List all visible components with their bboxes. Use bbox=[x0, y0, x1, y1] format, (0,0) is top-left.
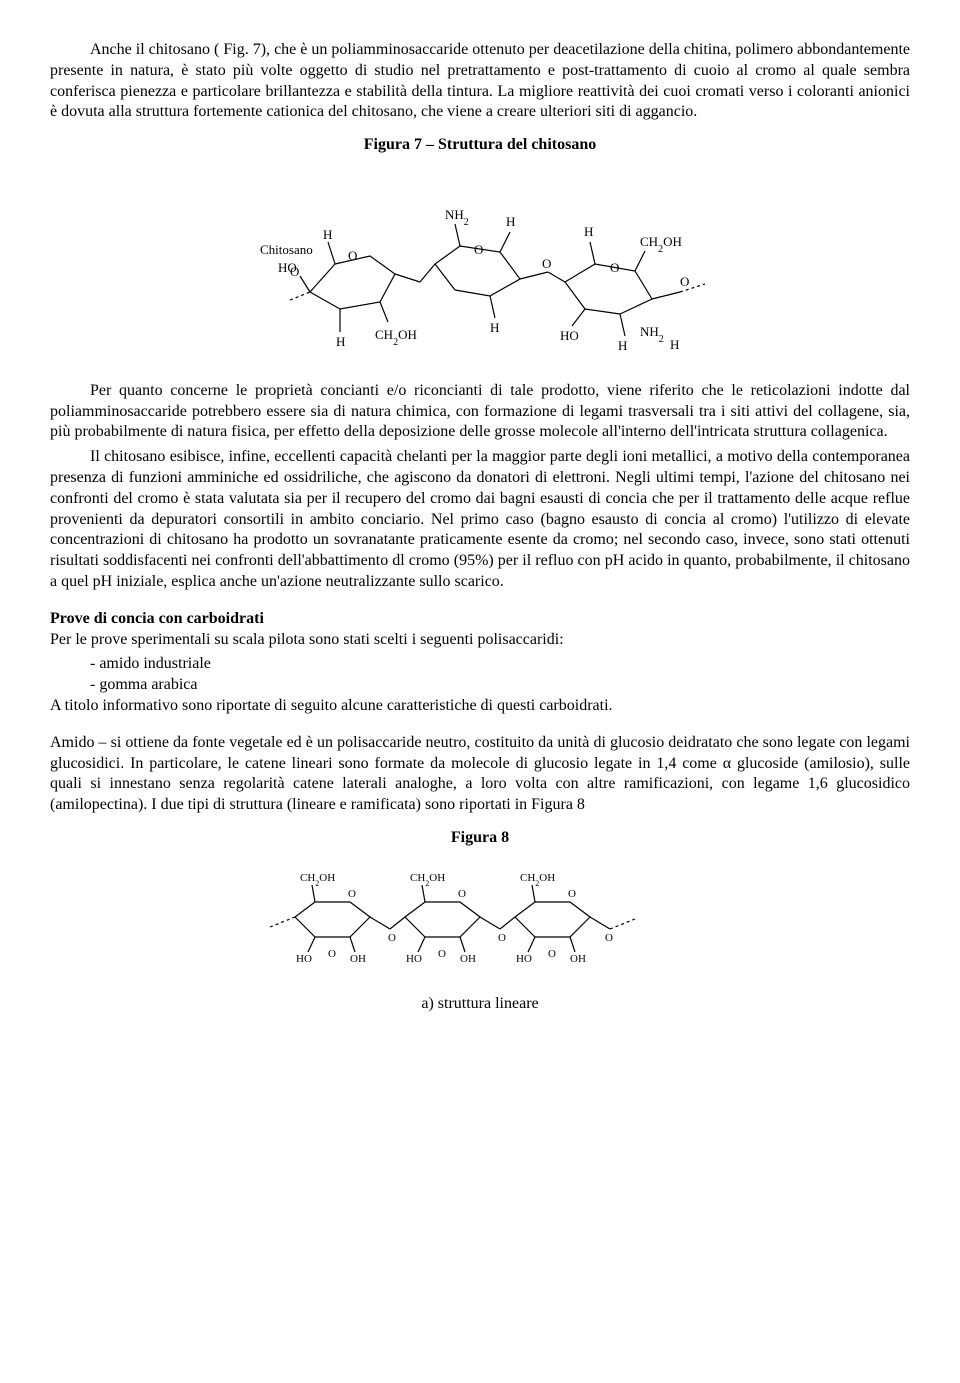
label-oh-u3: OH bbox=[570, 953, 586, 965]
list-item-2: - gomma arabica bbox=[50, 675, 910, 696]
svg-text:O: O bbox=[328, 948, 336, 960]
label-ho-u3: HO bbox=[516, 953, 532, 965]
svg-text:CH2OH: CH2OH bbox=[375, 327, 417, 348]
svg-text:O: O bbox=[290, 264, 299, 279]
label-oh-u2: OH bbox=[460, 953, 476, 965]
svg-text:O: O bbox=[680, 274, 689, 289]
svg-text:O: O bbox=[348, 888, 356, 900]
svg-text:NH2: NH2 bbox=[445, 207, 469, 228]
svg-text:O: O bbox=[548, 948, 556, 960]
figure-8-subcaption: a) struttura lineare bbox=[50, 994, 910, 1015]
svg-text:O: O bbox=[605, 932, 613, 944]
paragraph-6: Amido – si ottiene da fonte vegetale ed … bbox=[50, 733, 910, 816]
label-oh-u1: OH bbox=[350, 953, 366, 965]
svg-text:O: O bbox=[458, 888, 466, 900]
svg-text:O: O bbox=[388, 932, 396, 944]
amido-linear-structure-diagram: CH2OH O HO OH O O CH2OH O HO OH O O CH2O… bbox=[240, 857, 720, 967]
label-h-5: H bbox=[584, 224, 593, 239]
svg-text:CH2OH: CH2OH bbox=[410, 872, 445, 888]
svg-text:O: O bbox=[348, 248, 357, 263]
svg-text:O: O bbox=[542, 256, 551, 271]
label-ho-2: HO bbox=[560, 328, 579, 343]
svg-text:O: O bbox=[610, 260, 619, 275]
section-heading-carboidrati: Prove di concia con carboidrati bbox=[50, 609, 910, 630]
svg-text:CH2OH: CH2OH bbox=[300, 872, 335, 888]
svg-text:O: O bbox=[474, 242, 483, 257]
label-h-3: H bbox=[506, 214, 515, 229]
paragraph-3: Il chitosano esibisce, infine, eccellent… bbox=[50, 447, 910, 593]
svg-text:NH2: NH2 bbox=[640, 324, 664, 345]
svg-text:O: O bbox=[568, 888, 576, 900]
label-h-1: H bbox=[323, 227, 332, 242]
label-h-2: H bbox=[336, 334, 345, 349]
svg-text:O: O bbox=[498, 932, 506, 944]
paragraph-4: Per le prove sperimentali su scala pilot… bbox=[50, 630, 910, 651]
svg-text:O: O bbox=[438, 948, 446, 960]
paragraph-5: A titolo informativo sono riportate di s… bbox=[50, 696, 910, 717]
paragraph-2: Per quanto concerne le proprietà concian… bbox=[50, 381, 910, 443]
figure-8-caption: Figura 8 bbox=[50, 828, 910, 849]
label-ho-u1: HO bbox=[296, 953, 312, 965]
figure-8-container: CH2OH O HO OH O O CH2OH O HO OH O O CH2O… bbox=[50, 857, 910, 974]
svg-text:CH2OH: CH2OH bbox=[520, 872, 555, 888]
label-chitosano: Chitosano bbox=[260, 242, 313, 257]
svg-text:CH2OH: CH2OH bbox=[640, 234, 682, 255]
label-ho-u2: HO bbox=[406, 953, 422, 965]
label-h-6: H bbox=[618, 338, 627, 353]
paragraph-1: Anche il chitosano ( Fig. 7), che è un p… bbox=[50, 40, 910, 123]
list-item-1: - amido industriale bbox=[50, 654, 910, 675]
figure-7-container: Chitosano HO O H H CH2OH O NH2 H O O H H… bbox=[50, 164, 910, 361]
label-h-7: H bbox=[670, 337, 679, 352]
figure-7-caption: Figura 7 – Struttura del chitosano bbox=[50, 135, 910, 156]
label-h-4: H bbox=[490, 320, 499, 335]
chitosano-structure-diagram: Chitosano HO O H H CH2OH O NH2 H O O H H… bbox=[220, 164, 740, 354]
